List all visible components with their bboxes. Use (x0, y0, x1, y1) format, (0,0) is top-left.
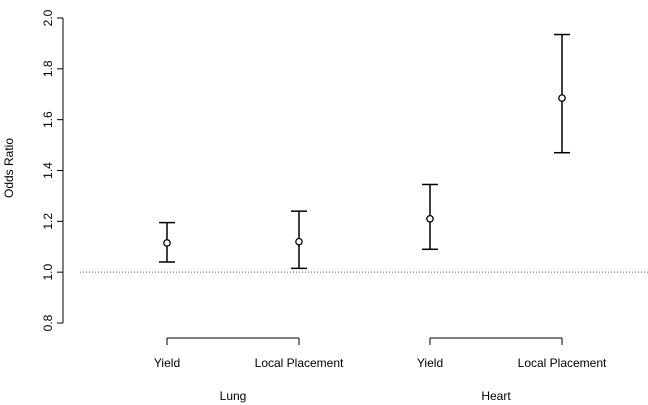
error-bar-3 (422, 183, 438, 251)
y-tick-label: 1.0 (41, 264, 55, 281)
error-bar-4 (554, 33, 570, 154)
y-axis-title: Odds Ratio (2, 138, 16, 198)
x-axis-groups: Yield Local Placement Lung Yield Local Place… (154, 337, 607, 403)
x-tick-label: Local Placement (255, 356, 344, 370)
x-tick-label: Yield (154, 356, 180, 370)
y-tick-label: 2.0 (41, 9, 55, 26)
group-lung: Yield Local Placement Lung (154, 337, 344, 403)
x-tick-label: Yield (417, 356, 443, 370)
y-tick-label: 1.4 (41, 162, 55, 179)
estimate-point (295, 237, 303, 246)
y-tick-label: 1.2 (41, 213, 55, 230)
estimate-point (426, 214, 434, 223)
estimate-point (163, 239, 171, 247)
y-tick-label: 1.6 (41, 111, 55, 128)
error-bar-1 (159, 221, 175, 263)
y-tick-label: 1.8 (41, 60, 55, 77)
y-tick-label: 0.8 (41, 314, 55, 331)
error-bar-2 (291, 210, 307, 270)
group-label: Lung (220, 389, 247, 403)
estimate-point (558, 94, 566, 102)
x-tick-label: Local Placement (518, 356, 607, 370)
error-bar-marks (159, 33, 570, 270)
y-axis: 0.8 1.0 1.2 1.4 1.6 1.8 2.0 (41, 9, 64, 331)
group-label: Heart (481, 389, 511, 403)
group-heart: Yield Local Placement Heart (417, 337, 607, 403)
